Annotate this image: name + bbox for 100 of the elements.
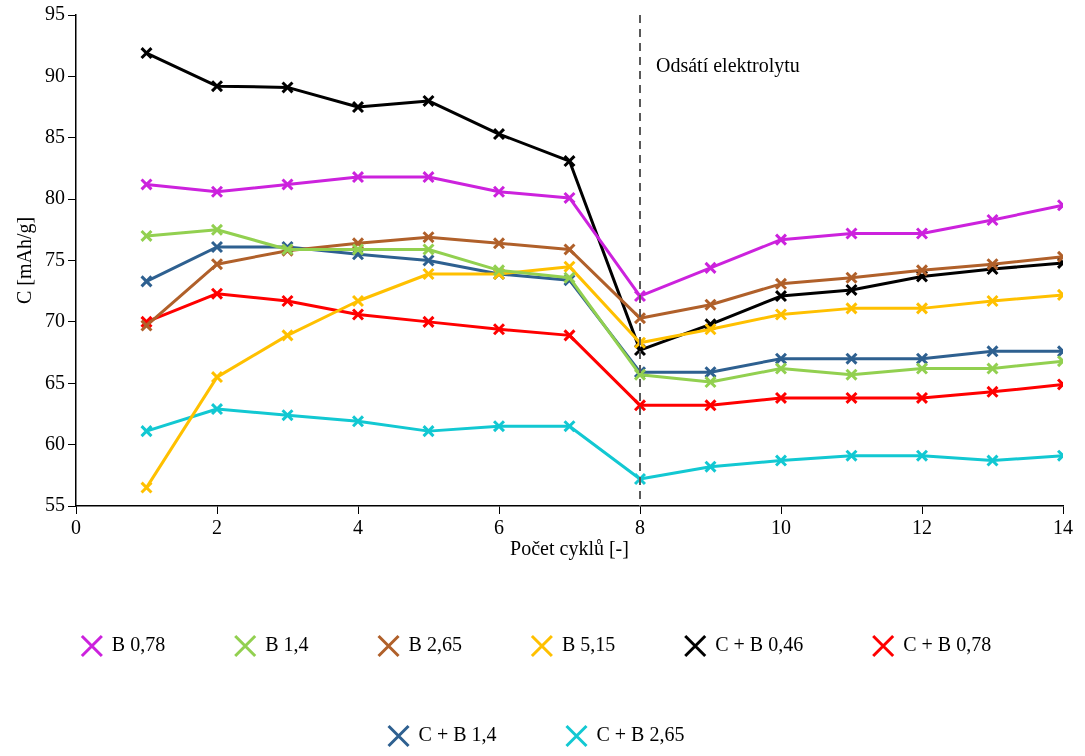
y-tick-label: 60	[45, 431, 65, 454]
legend-label: B 1,4	[265, 633, 309, 656]
point	[210, 223, 224, 237]
y-axis-title: C [mAh/g]	[13, 216, 37, 305]
point	[633, 311, 647, 325]
point	[422, 230, 435, 244]
point	[563, 154, 576, 168]
point	[986, 344, 999, 358]
y-tick-label: 55	[45, 493, 65, 516]
point	[774, 391, 788, 405]
point	[210, 402, 224, 416]
x-tick-label: 10	[771, 516, 791, 539]
point	[915, 449, 929, 463]
point	[210, 287, 224, 301]
point	[140, 177, 153, 191]
point	[704, 261, 717, 275]
point	[281, 294, 294, 308]
legend-label: B 0,78	[111, 633, 166, 656]
point	[563, 260, 576, 274]
y-tick-label: 70	[45, 309, 65, 332]
legend-label: C + B 2,65	[596, 723, 685, 746]
point	[774, 352, 788, 366]
point	[422, 170, 435, 184]
point	[845, 368, 858, 382]
point	[986, 454, 999, 468]
point	[986, 213, 999, 227]
point	[845, 391, 858, 405]
point	[563, 328, 576, 342]
point	[210, 79, 224, 93]
point	[210, 240, 224, 254]
legend-label: C + B 0,46	[715, 633, 804, 656]
point	[492, 185, 506, 199]
point	[422, 424, 435, 438]
point	[563, 243, 576, 256]
point	[210, 185, 224, 199]
point	[351, 308, 365, 321]
point	[563, 419, 576, 433]
legend-label: C + B 0,78	[903, 633, 992, 656]
x-axis-title: Počet cyklů [-]	[510, 537, 629, 561]
point	[774, 233, 788, 247]
legend-label: C + B 1,4	[418, 723, 497, 746]
point	[704, 298, 717, 312]
point	[140, 46, 153, 60]
point	[986, 385, 999, 399]
y-tick-label: 90	[45, 63, 65, 86]
point	[210, 370, 224, 384]
y-tick-label: 65	[45, 370, 65, 393]
x-tick-label: 2	[212, 516, 222, 539]
point	[281, 408, 294, 422]
point	[492, 419, 506, 433]
point	[281, 80, 294, 94]
point	[492, 236, 506, 250]
point	[351, 414, 365, 428]
point	[422, 254, 435, 267]
y-tick-label: 80	[45, 186, 65, 209]
point	[915, 263, 929, 277]
point	[422, 315, 435, 329]
y-tick-label: 75	[45, 247, 65, 270]
point	[351, 243, 365, 256]
point	[986, 257, 999, 271]
point	[633, 289, 647, 303]
point	[563, 191, 576, 205]
point	[845, 271, 858, 285]
ref-line-label: Odsátí elektrolytu	[656, 54, 800, 78]
point	[986, 294, 999, 308]
x-tick-label: 6	[494, 516, 504, 539]
point	[915, 391, 929, 405]
x-tick-label: 4	[353, 516, 363, 539]
point	[915, 227, 929, 240]
point	[774, 277, 788, 291]
point	[774, 454, 788, 468]
point	[281, 328, 294, 342]
point	[422, 267, 435, 281]
x-tick-label: 14	[1053, 516, 1073, 539]
point	[704, 398, 717, 412]
point	[140, 319, 153, 333]
y-tick-label: 85	[45, 125, 65, 147]
point	[774, 308, 788, 321]
point	[492, 263, 506, 277]
point	[633, 336, 647, 350]
point	[351, 100, 365, 114]
point	[845, 227, 858, 240]
point	[422, 94, 435, 108]
point	[774, 289, 788, 303]
legend-label: B 5,15	[561, 633, 616, 656]
point	[140, 424, 153, 438]
point	[986, 362, 999, 375]
point	[845, 352, 858, 366]
point	[633, 472, 647, 486]
point	[140, 274, 153, 288]
point	[915, 301, 929, 315]
y-tick-label: 95	[45, 2, 65, 25]
point	[845, 301, 858, 315]
point	[845, 449, 858, 463]
point	[704, 322, 717, 336]
point	[774, 362, 788, 375]
point	[704, 365, 717, 379]
x-tick-label: 12	[912, 516, 932, 539]
point	[281, 177, 294, 191]
legend-label: B 2,65	[408, 633, 462, 656]
